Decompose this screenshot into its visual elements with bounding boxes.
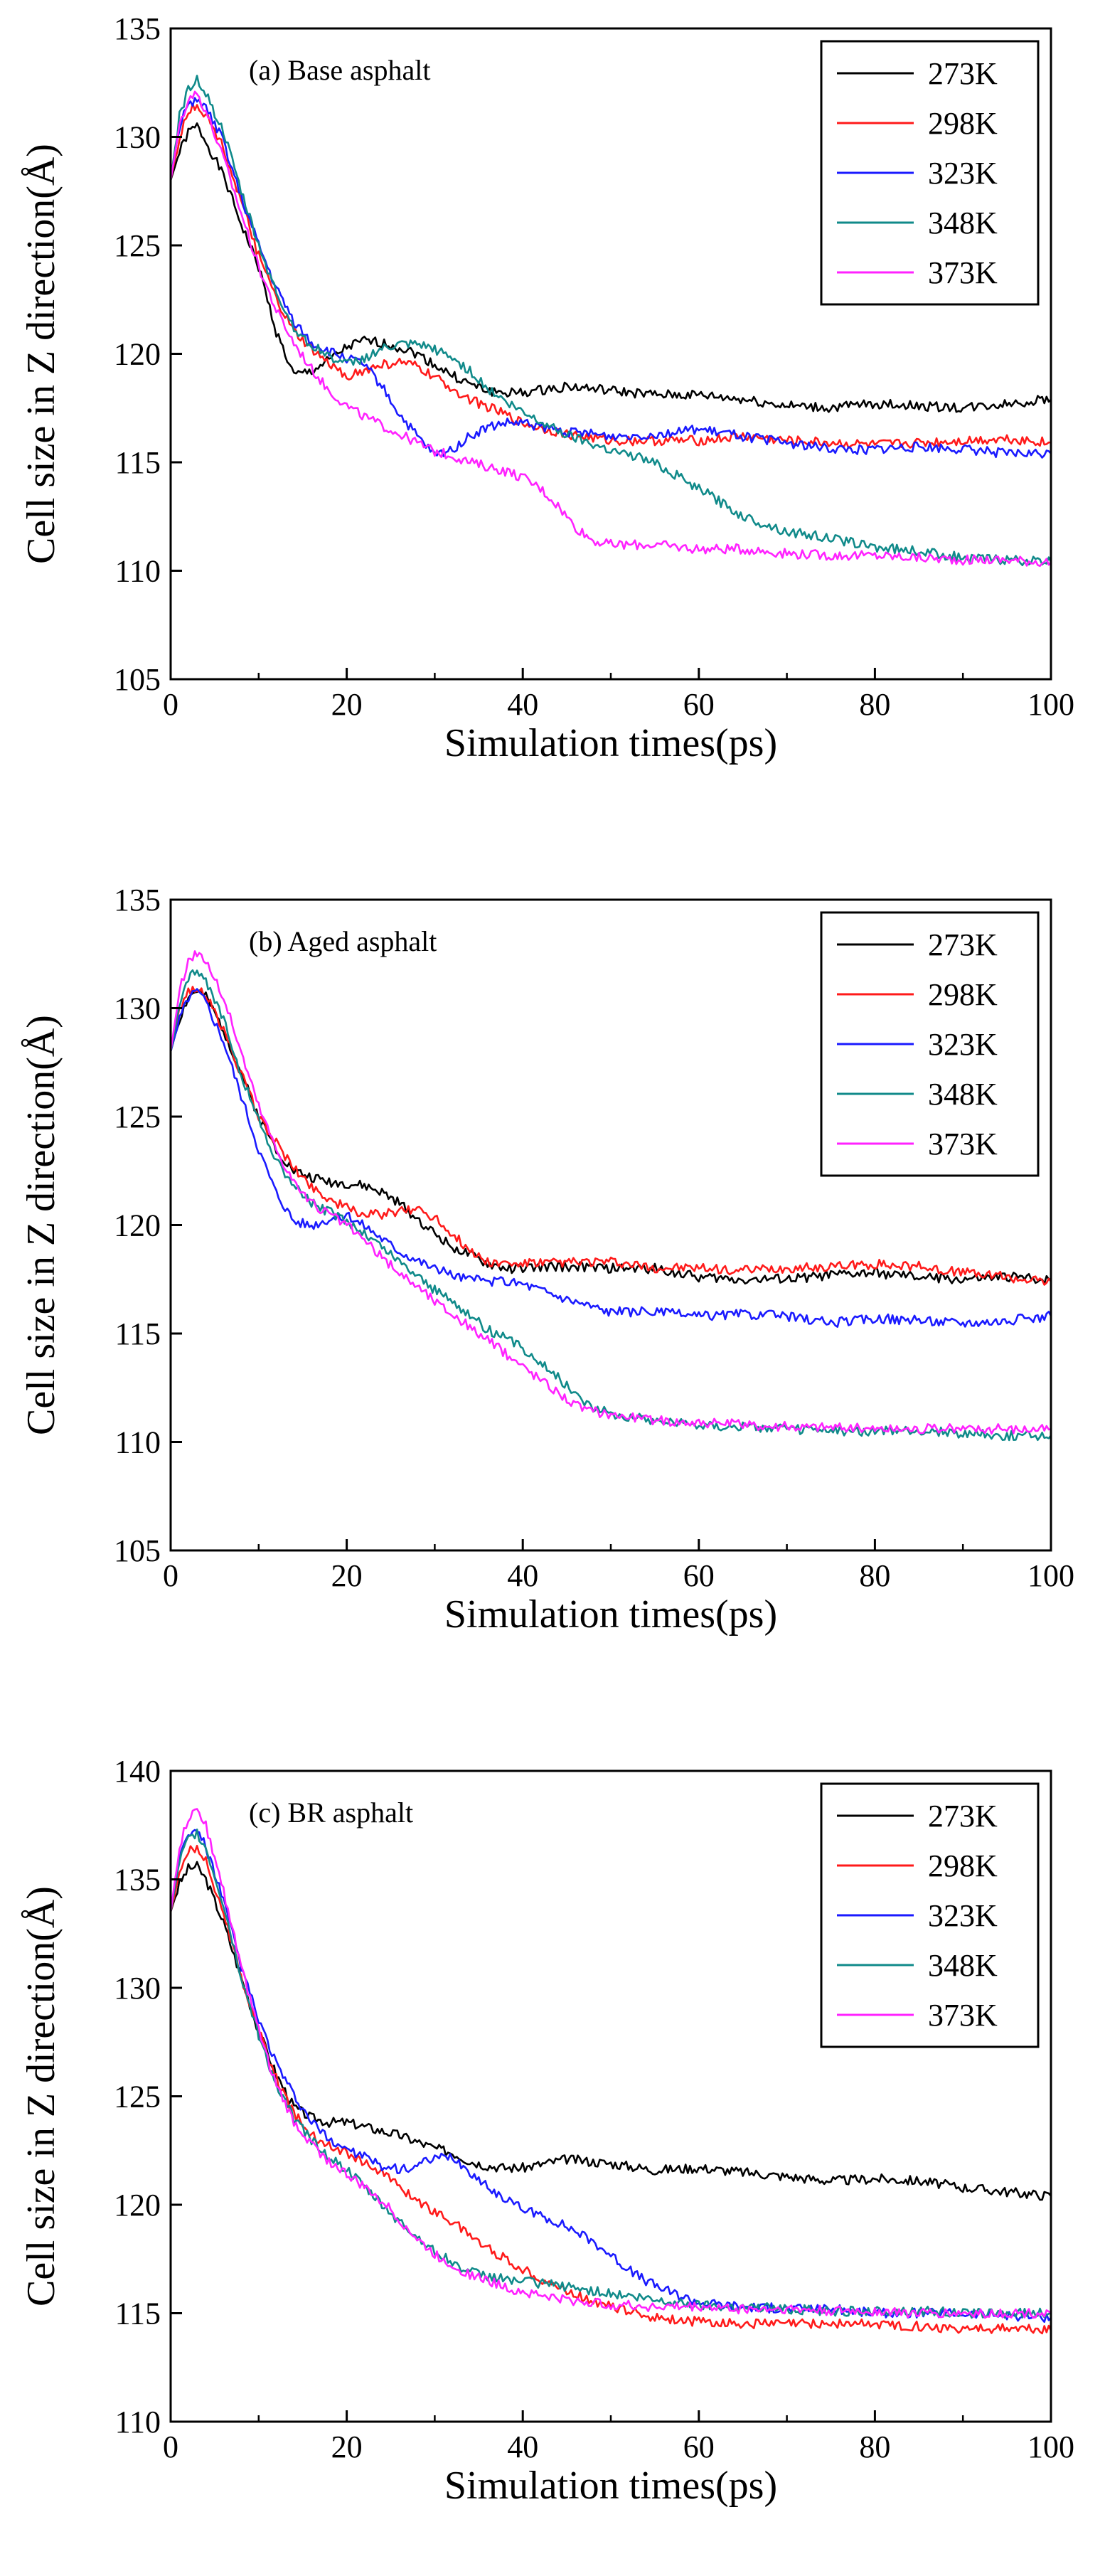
legend: 273K 298K 323K 348K 373K bbox=[820, 40, 1040, 306]
legend-label: 273K bbox=[928, 56, 998, 91]
x-tick-label: 100 bbox=[1027, 1558, 1074, 1593]
legend-label: 348K bbox=[928, 1077, 998, 1112]
y-tick-label: 110 bbox=[115, 2405, 161, 2439]
series-line-373K bbox=[171, 1808, 1051, 2319]
x-tick-label: 0 bbox=[163, 687, 178, 722]
chart-panel-1: 0 20 40 60 80 100 105 110 115 120 125 130 135 Simulat… bbox=[19, 883, 1074, 1636]
y-tick-label: 140 bbox=[114, 1754, 161, 1789]
x-tick-label: 0 bbox=[163, 1558, 178, 1593]
x-tick-label: 60 bbox=[683, 1558, 715, 1593]
legend-label: 373K bbox=[928, 255, 998, 290]
y-tick-label: 115 bbox=[115, 445, 161, 480]
legend-label: 348K bbox=[928, 1948, 998, 1983]
y-tick-label: 130 bbox=[114, 991, 161, 1026]
series-line-348K bbox=[171, 75, 1051, 567]
x-tick-label: 100 bbox=[1027, 687, 1074, 722]
legend-label: 373K bbox=[928, 1998, 998, 2033]
legend-label: 323K bbox=[928, 1027, 998, 1062]
x-tick-label: 80 bbox=[859, 687, 890, 722]
x-axis-title: Simulation times(ps) bbox=[444, 2464, 777, 2508]
panel-title: (b) Aged asphalt bbox=[249, 925, 437, 957]
legend-label: 273K bbox=[928, 1799, 998, 1833]
y-tick-label: 105 bbox=[114, 1533, 161, 1568]
x-axis-title: Simulation times(ps) bbox=[444, 1592, 777, 1636]
x-tick-label: 0 bbox=[163, 2429, 178, 2464]
series-line-323K bbox=[171, 988, 1051, 1328]
series-line-273K bbox=[171, 1861, 1051, 2201]
panel-title: (a) Base asphalt bbox=[249, 54, 430, 86]
series-line-298K bbox=[171, 1844, 1051, 2335]
legend-label: 373K bbox=[928, 1127, 998, 1161]
legend-label: 348K bbox=[928, 206, 998, 240]
y-tick-label: 105 bbox=[114, 662, 161, 697]
y-tick-label: 125 bbox=[114, 228, 161, 263]
series-group bbox=[171, 75, 1051, 568]
panels: 0 20 40 60 80 100 105 110 115 120 125 130 135 Simulat… bbox=[19, 11, 1074, 2508]
y-tick-label: 135 bbox=[114, 1863, 161, 1898]
chart-panel-0: 0 20 40 60 80 100 105 110 115 120 125 130 135 Simulat… bbox=[19, 11, 1074, 765]
x-tick-label: 80 bbox=[859, 1558, 890, 1593]
series-group bbox=[171, 1808, 1051, 2335]
y-tick-label: 125 bbox=[114, 2080, 161, 2114]
panel-title: (c) BR asphalt bbox=[249, 1797, 413, 1829]
series-line-273K bbox=[171, 122, 1051, 413]
x-tick-label: 80 bbox=[859, 2429, 890, 2464]
legend-label: 323K bbox=[928, 156, 998, 191]
y-axis-title: Cell size in Z direction(Å) bbox=[19, 1886, 63, 2306]
y-tick-label: 130 bbox=[114, 1971, 161, 2006]
y-tick-label: 110 bbox=[115, 1425, 161, 1460]
x-tick-label: 20 bbox=[331, 2429, 363, 2464]
y-tick-label: 120 bbox=[114, 1208, 161, 1243]
y-tick-label: 135 bbox=[114, 883, 161, 917]
y-tick-label: 115 bbox=[115, 1316, 161, 1351]
y-tick-label: 110 bbox=[115, 554, 161, 589]
x-tick-label: 40 bbox=[507, 687, 538, 722]
x-axis-title: Simulation times(ps) bbox=[444, 721, 777, 765]
legend: 273K 298K 323K 348K 373K bbox=[820, 911, 1040, 1177]
x-tick-label: 20 bbox=[331, 1558, 363, 1593]
y-tick-label: 120 bbox=[114, 337, 161, 372]
x-tick-label: 40 bbox=[507, 1558, 538, 1593]
x-tick-label: 60 bbox=[683, 687, 715, 722]
x-tick-label: 100 bbox=[1027, 2429, 1074, 2464]
series-line-298K bbox=[171, 102, 1051, 449]
legend: 273K 298K 323K 348K 373K bbox=[820, 1782, 1040, 2048]
chart-panel-2: 0 20 40 60 80 100 110 115 120 125 130 135 140 Simulat… bbox=[19, 1754, 1074, 2508]
legend-label: 298K bbox=[928, 977, 998, 1012]
y-tick-label: 115 bbox=[115, 2296, 161, 2331]
series-group bbox=[171, 950, 1051, 1442]
legend-label: 298K bbox=[928, 106, 998, 141]
x-tick-label: 20 bbox=[331, 687, 363, 722]
y-axis-title: Cell size in Z direction(Å) bbox=[19, 144, 63, 564]
legend-label: 273K bbox=[928, 927, 998, 962]
y-tick-label: 135 bbox=[114, 11, 161, 46]
series-line-373K bbox=[171, 950, 1051, 1435]
x-tick-label: 60 bbox=[683, 2429, 715, 2464]
legend-label: 298K bbox=[928, 1848, 998, 1883]
series-line-273K bbox=[171, 989, 1051, 1285]
series-line-373K bbox=[171, 90, 1051, 568]
x-tick-label: 40 bbox=[507, 2429, 538, 2464]
y-tick-label: 125 bbox=[114, 1100, 161, 1134]
y-tick-label: 130 bbox=[114, 120, 161, 155]
legend-label: 323K bbox=[928, 1898, 998, 1933]
series-line-298K bbox=[171, 986, 1051, 1286]
y-axis-title: Cell size in Z direction(Å) bbox=[19, 1015, 63, 1435]
y-tick-label: 120 bbox=[114, 2188, 161, 2223]
